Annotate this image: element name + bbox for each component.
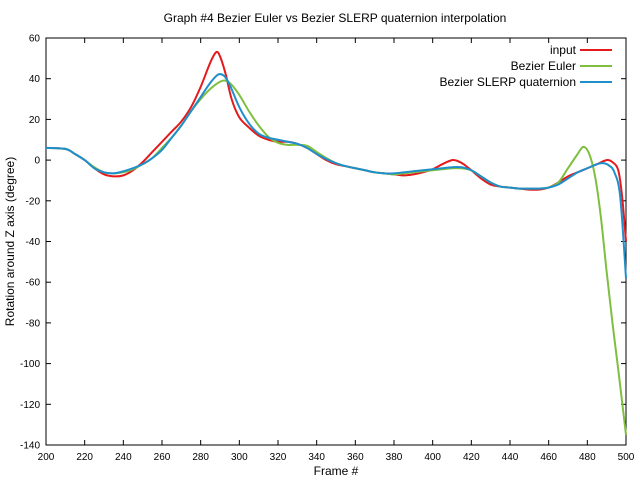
series-line-bezier-slerp-quaternion [45,72,627,279]
x-tick-label: 240 [115,452,132,463]
x-tick-label: 340 [308,452,325,463]
y-tick-label: -100 [20,359,40,370]
x-tick-label: 420 [463,452,480,463]
x-axis-title: Frame # [314,464,359,478]
x-tick-label: 280 [192,452,209,463]
x-tick-label: 380 [386,452,403,463]
plot-frame [45,37,627,446]
y-tick-label: -120 [20,400,40,411]
x-tick-label: 200 [38,452,55,463]
x-tick-label: 300 [231,452,248,463]
y-tick-label: -20 [26,196,41,207]
y-tick-label: 0 [34,156,40,167]
x-tick-label: 320 [270,452,287,463]
x-tick-label: 360 [347,452,364,463]
y-tick-label: 60 [29,34,41,45]
x-tick-label: 260 [154,452,171,463]
x-tick-label: 400 [424,452,441,463]
x-axis: 200 220 240 260 280 300 320 340 360 380 400 420 440 4… [38,38,635,463]
chart-title: Graph #4 Bezier Euler vs Bezier SLERP qu… [164,11,507,25]
y-tick-label: -60 [26,278,41,289]
y-tick-label: 20 [29,115,41,126]
x-tick-label: 440 [502,452,519,463]
y-axis: 60 40 20 0 -20 -40 -60 -80 -100 -120 -140 [20,34,626,452]
y-tick-label: -140 [20,441,40,452]
legend-label-bezier-euler: Bezier Euler [511,59,576,73]
x-tick-label: 460 [540,452,557,463]
series-layer [45,50,627,435]
x-tick-label: 480 [579,452,596,463]
x-tick-label: 500 [618,452,635,463]
y-axis-title: Rotation around Z axis (degree) [3,157,17,326]
series-line-bezier-euler [45,79,627,435]
legend: input Bezier Euler Bezier SLERP quaternion [439,43,612,89]
x-tick-label: 220 [76,452,93,463]
y-tick-label: 40 [29,74,41,85]
y-tick-label: -40 [26,237,41,248]
y-tick-label: -80 [26,318,41,329]
legend-label-bezier-slerp-quaternion: Bezier SLERP quaternion [439,75,576,89]
legend-label-input: input [550,43,577,57]
